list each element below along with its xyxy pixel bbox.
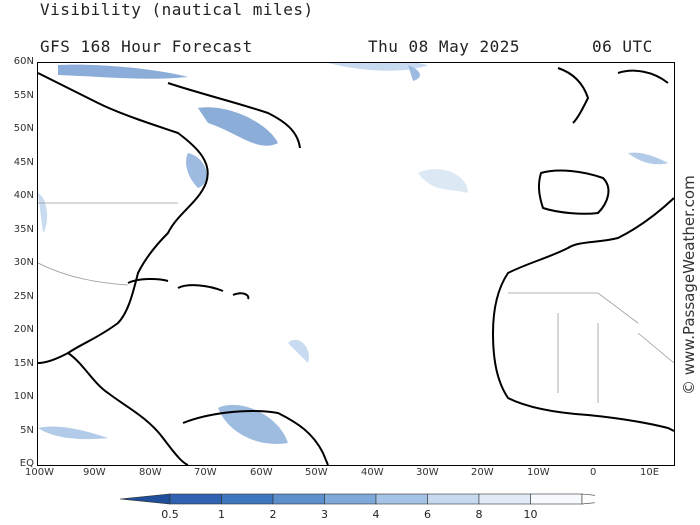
visibility-map	[37, 62, 675, 466]
lat-label: 15N	[14, 358, 34, 369]
map-canvas	[38, 63, 674, 465]
lat-label: 60N	[14, 56, 34, 67]
forecast-date: Thu 08 May 2025	[368, 37, 520, 56]
legend-swatch	[222, 494, 274, 504]
forecast-subtitle: GFS 168 Hour Forecast	[40, 37, 253, 56]
legend-swatch	[273, 494, 325, 504]
legend-label: 3	[321, 508, 328, 521]
lon-label: 20W	[471, 467, 494, 478]
lon-label: 10E	[640, 467, 659, 478]
map-title: Visibility (nautical miles)	[40, 0, 314, 19]
legend-label: 8	[476, 508, 483, 521]
lon-label: 80W	[139, 467, 162, 478]
legend-label: 0.5	[161, 508, 179, 521]
lon-label: 10W	[527, 467, 550, 478]
lon-label: 60W	[250, 467, 273, 478]
legend-arrow-high	[582, 494, 595, 504]
legend-label: 4	[373, 508, 380, 521]
legend-swatch	[428, 494, 480, 504]
lat-label: 45N	[14, 157, 34, 168]
lat-label: 40N	[14, 190, 34, 201]
legend-swatch	[376, 494, 428, 504]
lat-axis: 60N 55N 50N 45N 40N 35N 30N 25N 20N 15N …	[0, 62, 36, 466]
lat-label: 25N	[14, 291, 34, 302]
visibility-legend: 0.5 1 2 3 4 6 8 10	[115, 489, 595, 525]
forecast-time: 06 UTC	[592, 37, 653, 56]
legend-label: 2	[270, 508, 277, 521]
lat-label: 50N	[14, 123, 34, 134]
country-borders	[38, 203, 674, 403]
legend-swatch	[479, 494, 531, 504]
lat-label: 35N	[14, 224, 34, 235]
legend-swatch	[170, 494, 222, 504]
visibility-patches	[38, 63, 668, 444]
lon-label: 40W	[361, 467, 384, 478]
lon-label: 100W	[25, 467, 54, 478]
lat-label: 30N	[14, 257, 34, 268]
legend-swatch	[531, 494, 583, 504]
lon-label: 30W	[416, 467, 439, 478]
lat-label: 5N	[20, 425, 34, 436]
lon-axis: 100W 90W 80W 70W 60W 50W 40W 30W 20W 10W…	[37, 467, 677, 481]
coastlines	[38, 68, 674, 465]
legend-swatch	[325, 494, 377, 504]
lat-label: 20N	[14, 324, 34, 335]
lon-label: 0	[590, 467, 596, 478]
lat-label: 55N	[14, 90, 34, 101]
legend-label: 10	[524, 508, 538, 521]
lon-label: 90W	[83, 467, 106, 478]
lon-label: 50W	[305, 467, 328, 478]
legend-label: 6	[424, 508, 431, 521]
copyright-notice: © www.PassageWeather.com	[680, 175, 698, 395]
legend-label: 1	[218, 508, 225, 521]
lon-label: 70W	[194, 467, 217, 478]
legend-arrow-low	[120, 494, 170, 504]
lat-label: 10N	[14, 391, 34, 402]
